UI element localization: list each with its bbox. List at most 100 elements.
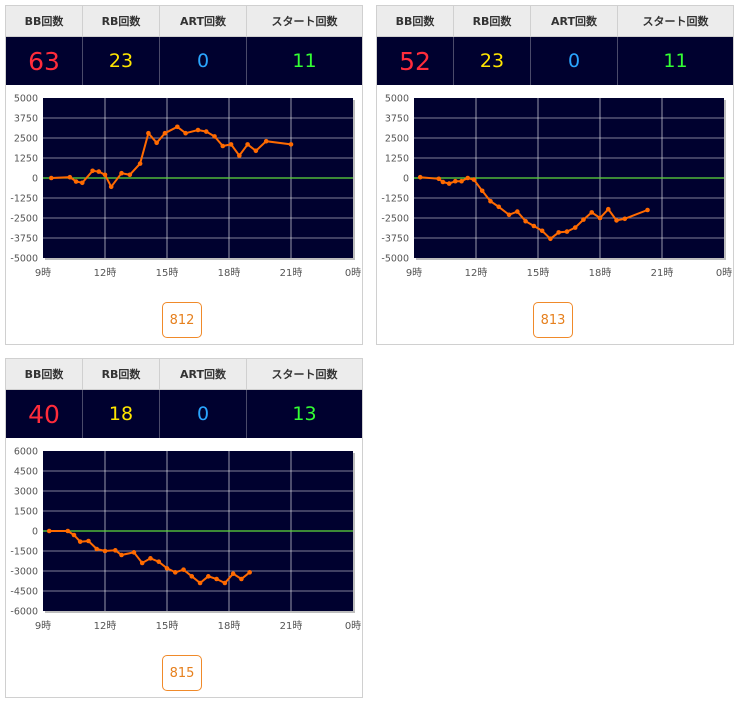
data-point: [146, 130, 151, 136]
data-point: [164, 566, 170, 571]
y-tick-label: -1250: [381, 194, 409, 205]
x-tick-label: 21時: [280, 267, 303, 279]
data-point: [589, 210, 595, 215]
stats-table: BB回数 RB回数 ART回数 スタート回数 40 18 0 13: [6, 359, 362, 438]
y-tick-label: 1500: [14, 507, 38, 518]
data-point: [471, 177, 477, 182]
bb-header: BB回数: [6, 359, 83, 390]
y-tick-label: -2500: [10, 214, 38, 225]
data-point: [645, 207, 650, 213]
stats-table: BB回数 RB回数 ART回数 スタート回数 63 23 0 11: [6, 6, 362, 85]
data-point: [108, 184, 114, 190]
x-tick-label: 9時: [406, 267, 422, 279]
data-point: [245, 142, 250, 147]
data-point: [212, 134, 217, 139]
bb-header: BB回数: [6, 6, 83, 37]
machine-number-button[interactable]: 815: [162, 655, 202, 691]
y-tick-label: 4500: [14, 467, 38, 478]
data-point: [71, 532, 77, 538]
x-tick-label: 12時: [94, 620, 117, 632]
data-point: [175, 124, 180, 130]
y-tick-label: 0: [403, 174, 409, 185]
rb-header: RB回数: [82, 359, 160, 390]
art-count: 0: [159, 389, 247, 438]
x-tick-label: 0時: [345, 267, 361, 279]
y-tick-label: 6000: [14, 447, 38, 458]
data-point: [156, 559, 162, 564]
data-point: [506, 212, 512, 218]
data-point: [515, 209, 520, 214]
data-point: [581, 217, 586, 222]
y-tick-label: -5000: [10, 254, 38, 265]
data-point: [102, 548, 108, 554]
data-point: [548, 236, 553, 242]
y-tick-label: -3000: [10, 567, 38, 578]
bb-count: 63: [6, 36, 83, 85]
y-tick-label: 2500: [385, 134, 409, 145]
data-point: [214, 576, 219, 582]
payout-chart: 6000 4500 3000 1500 0 -1500 -3000 -4500 -6000 9時 1…: [10, 447, 361, 633]
machine-card-812: BB回数 RB回数 ART回数 スタート回数 63 23 0 11 5000 37…: [5, 5, 363, 345]
data-point: [79, 180, 85, 186]
x-tick-label: 12時: [465, 267, 488, 279]
y-tick-label: 1250: [385, 154, 409, 165]
art-header: ART回数: [159, 359, 247, 390]
data-point: [172, 570, 178, 575]
y-tick-label: 0: [32, 174, 38, 185]
x-tick-label: 0時: [716, 267, 732, 279]
machine-number-button[interactable]: 813: [533, 302, 573, 338]
data-point: [488, 198, 493, 204]
y-tick-label: 5000: [14, 94, 38, 105]
y-tick-label: -5000: [381, 254, 409, 265]
data-point: [119, 552, 124, 558]
data-point: [65, 528, 71, 534]
data-point: [564, 229, 570, 234]
data-point: [222, 580, 228, 586]
data-point: [605, 206, 611, 212]
data-point: [189, 574, 195, 579]
payout-chart: 5000 3750 2500 1250 0 -1250 -2500 -3750 -5000 9時 1…: [10, 94, 361, 280]
bb-header: BB回数: [377, 6, 454, 37]
data-point: [102, 172, 108, 178]
x-tick-label: 18時: [589, 267, 612, 279]
data-point: [417, 174, 423, 180]
data-point: [239, 576, 244, 582]
data-point: [531, 223, 537, 229]
x-tick-label: 9時: [35, 620, 51, 632]
data-point: [86, 538, 91, 544]
data-point: [137, 161, 143, 166]
bb-count: 52: [377, 36, 454, 85]
data-point: [77, 539, 83, 544]
x-tick-label: 18時: [218, 620, 241, 632]
data-point: [113, 548, 118, 553]
data-point: [139, 560, 145, 566]
data-point: [465, 175, 471, 181]
y-tick-label: 5000: [385, 94, 409, 105]
y-tick-label: -3750: [10, 234, 38, 245]
data-point: [148, 556, 153, 561]
stats-table: BB回数 RB回数 ART回数 スタート回数 52 23 0 11: [377, 6, 733, 85]
y-tick-label: -3750: [381, 234, 409, 245]
x-tick-label: 9時: [35, 267, 51, 279]
rb-header: RB回数: [453, 6, 531, 37]
start-header: スタート回数: [246, 6, 362, 37]
machine-number-button[interactable]: 812: [162, 302, 202, 338]
x-tick-label: 15時: [156, 620, 179, 632]
bb-count: 40: [6, 389, 83, 438]
data-point: [479, 188, 485, 194]
data-point: [228, 142, 234, 147]
data-point: [597, 215, 603, 221]
data-point: [453, 178, 458, 184]
x-tick-label: 12時: [94, 267, 117, 279]
data-point: [263, 138, 269, 144]
data-point: [220, 143, 226, 149]
machine-card-813: BB回数 RB回数 ART回数 スタート回数 52 23 0 11 5000 37…: [376, 5, 734, 345]
machine-card-815: BB回数 RB回数 ART回数 スタート回数 40 18 0 13 6000 45…: [5, 358, 363, 698]
start-count: 11: [617, 36, 733, 85]
data-point: [247, 570, 252, 575]
data-point: [436, 176, 442, 182]
y-tick-label: -1500: [10, 547, 38, 558]
y-tick-label: 1250: [14, 154, 38, 165]
y-tick-label: -6000: [10, 607, 38, 618]
data-point: [195, 127, 201, 133]
